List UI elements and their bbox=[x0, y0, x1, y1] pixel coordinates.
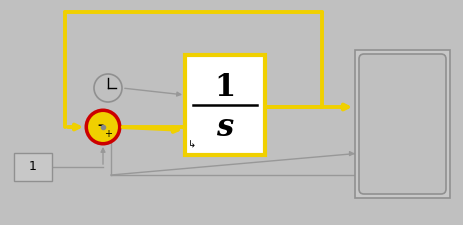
Bar bbox=[355, 50, 450, 198]
Text: ↳: ↳ bbox=[188, 139, 196, 149]
Text: 1: 1 bbox=[29, 160, 37, 173]
Text: +: + bbox=[104, 129, 112, 139]
FancyBboxPatch shape bbox=[359, 54, 446, 194]
Text: s: s bbox=[216, 112, 233, 142]
Bar bbox=[14, 153, 52, 181]
Circle shape bbox=[94, 74, 122, 102]
Circle shape bbox=[87, 111, 119, 143]
Text: 1: 1 bbox=[214, 72, 236, 104]
Bar bbox=[185, 55, 265, 155]
Text: –: – bbox=[97, 119, 103, 133]
Circle shape bbox=[85, 108, 121, 146]
